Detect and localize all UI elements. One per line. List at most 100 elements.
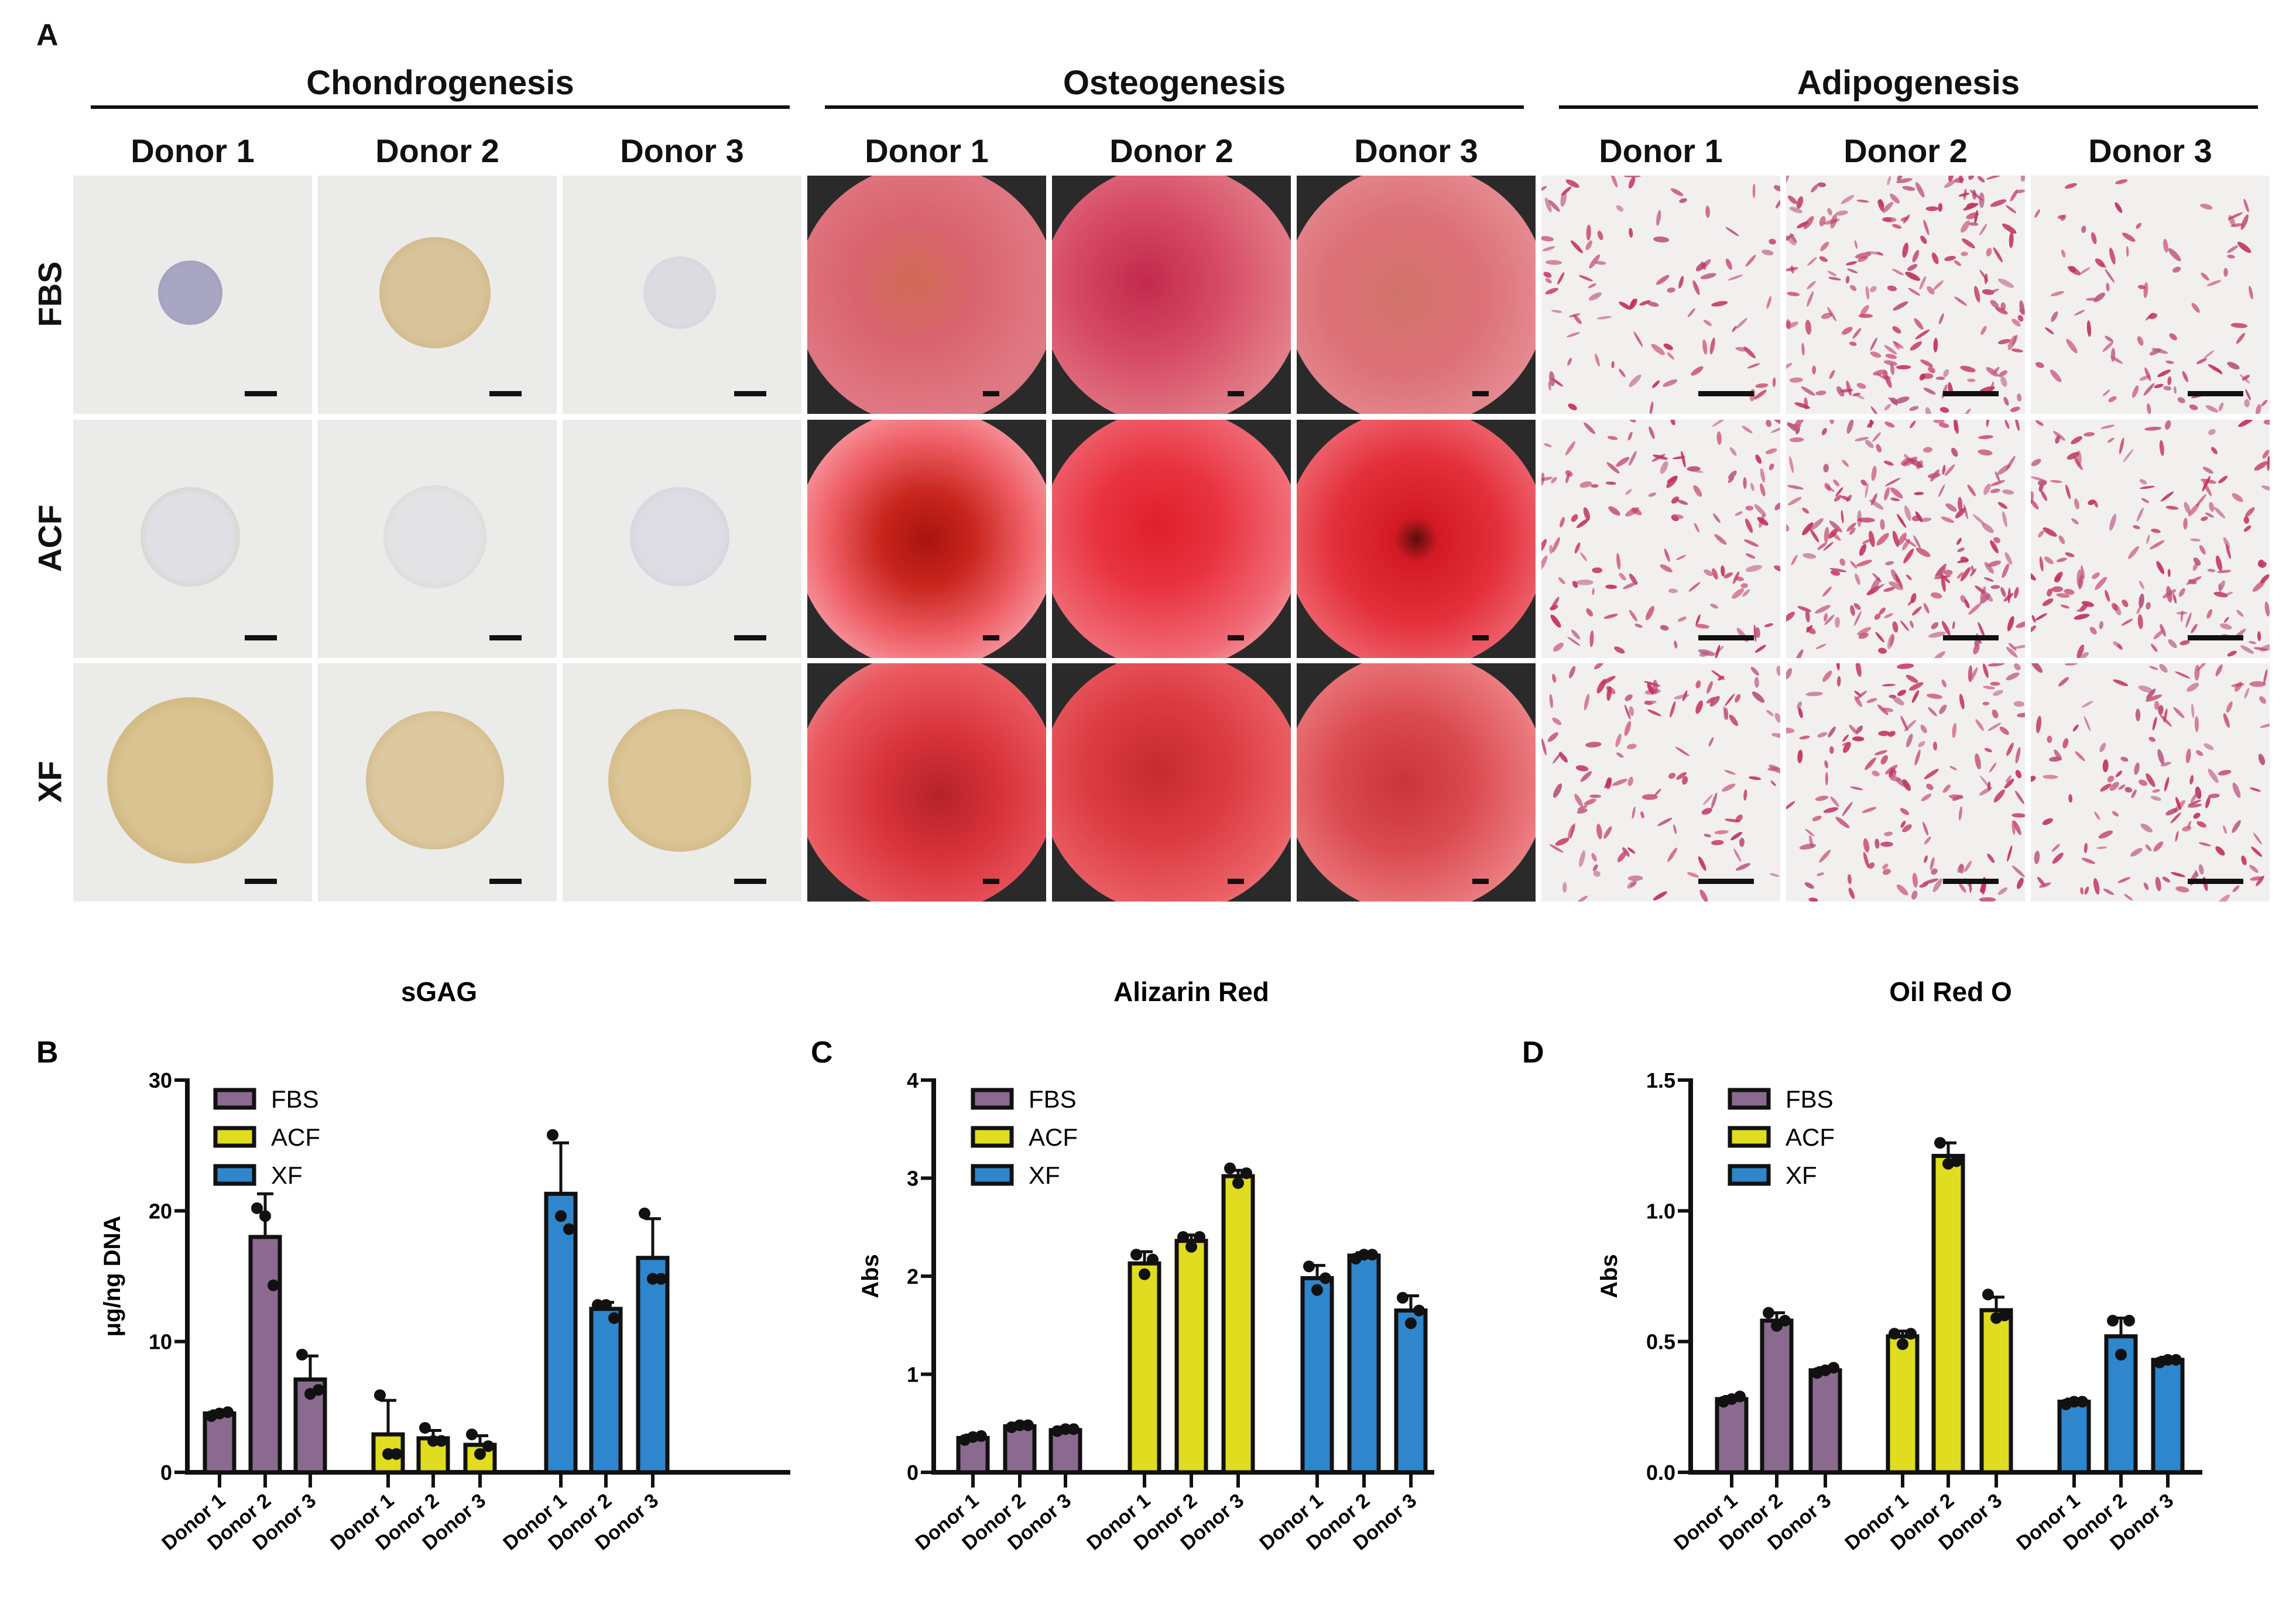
donor-label: Donor 3 (2088, 132, 2212, 169)
data-point (1413, 1304, 1425, 1317)
micrograph-chondro-xf-donor-2 (318, 663, 557, 902)
donor-label: Donor 3 (620, 132, 744, 169)
scale-bar (983, 879, 999, 884)
bar-xf-donor-3 (1394, 1308, 1428, 1475)
legend-label-fbs: FBS (271, 1085, 319, 1113)
legend-label-acf: ACF (1786, 1123, 1835, 1151)
scale-bar (983, 635, 999, 640)
data-point (1982, 1288, 1994, 1301)
scale-bar (2188, 635, 2243, 640)
scale-bar (1698, 635, 1754, 640)
donor-label: Donor 3 (1354, 132, 1478, 169)
micrograph-adipo-fbs-donor-2 (1786, 176, 2025, 414)
bar-xf-donor-2 (1347, 1253, 1381, 1475)
bar-fbs-donor-1 (203, 1411, 237, 1475)
y-axis-label: μg/ng DNA (100, 1216, 125, 1337)
y-tick-label: 0 (907, 1461, 919, 1485)
bar-fbs-donor-2 (1003, 1424, 1037, 1475)
data-point (222, 1406, 234, 1418)
bar-acf-donor-3 (1979, 1308, 2013, 1475)
data-point (427, 1435, 439, 1447)
scale-bar (1228, 635, 1244, 640)
bar-fbs-donor-1 (1715, 1397, 1749, 1475)
micrograph-chondro-fbs-donor-2 (318, 176, 557, 414)
micrograph-adipo-fbs-donor-1 (1541, 176, 1780, 414)
bar-fbs-donor-3 (1808, 1368, 1842, 1475)
pellet (366, 711, 504, 849)
chart-title: Alizarin Red (1113, 976, 1269, 1007)
scale-bar (1228, 879, 1244, 884)
donor-label: Donor 1 (131, 132, 255, 169)
culture-well (1297, 176, 1536, 414)
data-point (2123, 1314, 2135, 1327)
data-point (2076, 1396, 2088, 1408)
micrograph-chondro-xf-donor-1 (73, 663, 312, 902)
data-point (1240, 1167, 1252, 1180)
panel-letter-a: A (36, 18, 59, 52)
legend-label-xf: XF (1029, 1161, 1060, 1189)
data-point (1889, 1328, 1900, 1340)
y-tick-label: 1.5 (1646, 1068, 1675, 1092)
bar-acf-donor-1 (1886, 1334, 1920, 1475)
stained-cells (1786, 663, 2025, 902)
micrograph-chondro-acf-donor-1 (73, 420, 312, 658)
data-point (2107, 1314, 2119, 1327)
data-point (259, 1210, 271, 1222)
scale-bar (1943, 391, 1999, 396)
micrograph-adipo-fbs-donor-3 (2031, 176, 2270, 414)
bar-xf-donor-3 (2151, 1358, 2185, 1475)
data-point (251, 1202, 263, 1214)
data-point (592, 1299, 604, 1311)
culture-well (1052, 176, 1291, 414)
y-tick-label: 3 (907, 1167, 919, 1191)
y-tick-label: 10 (149, 1330, 172, 1354)
y-tick-label: 2 (907, 1264, 919, 1288)
micrograph-adipo-acf-donor-1 (1541, 420, 1780, 658)
micrograph-osteo-fbs-donor-3 (1297, 176, 1536, 414)
legend-label-xf: XF (1786, 1161, 1817, 1189)
chart-title: Oil Red O (1889, 976, 2012, 1007)
bar-xf-donor-1 (1300, 1276, 1334, 1475)
pellet (379, 237, 491, 348)
bar-acf-donor-2 (1931, 1154, 1965, 1475)
data-point (1779, 1314, 1791, 1327)
data-point (1905, 1328, 1917, 1340)
legend-swatch-acf (971, 1126, 1014, 1148)
pellet (383, 485, 486, 588)
data-point (1405, 1317, 1417, 1329)
scale-bar (245, 635, 277, 640)
culture-well (807, 176, 1046, 414)
scale-bar (1472, 391, 1489, 396)
data-point (1311, 1284, 1323, 1296)
data-point (482, 1440, 494, 1452)
data-point (1022, 1419, 1034, 1431)
data-point (655, 1273, 667, 1285)
scale-bar (983, 391, 999, 396)
scale-bar (1698, 879, 1754, 884)
data-point (2115, 1349, 2127, 1360)
donor-label: Donor 1 (1599, 132, 1723, 169)
y-axis-label: Abs (1596, 1254, 1622, 1298)
bar-fbs-donor-2 (248, 1235, 282, 1475)
stained-cells (2031, 663, 2270, 902)
donor-label: Donor 2 (375, 132, 499, 169)
group-underline (825, 105, 1524, 109)
stained-cells (1541, 663, 1780, 902)
data-point (1366, 1249, 1378, 1261)
data-point (547, 1129, 558, 1141)
bar-xf-donor-1 (2057, 1399, 2091, 1475)
data-point (1232, 1177, 1244, 1189)
legend-swatch-fbs (213, 1088, 256, 1110)
bar-acf-donor-1 (1128, 1261, 1161, 1475)
scale-bar (2188, 879, 2243, 884)
data-point (1734, 1390, 1746, 1403)
scale-bar (1228, 391, 1244, 396)
micrograph-osteo-fbs-donor-2 (1052, 176, 1291, 414)
culture-well (1297, 663, 1536, 902)
donor-label: Donor 2 (1843, 132, 1968, 169)
data-point (1014, 1419, 1026, 1431)
culture-well (1052, 420, 1291, 658)
donor-label: Donor 1 (865, 132, 989, 169)
bar-xf-donor-3 (636, 1256, 670, 1475)
